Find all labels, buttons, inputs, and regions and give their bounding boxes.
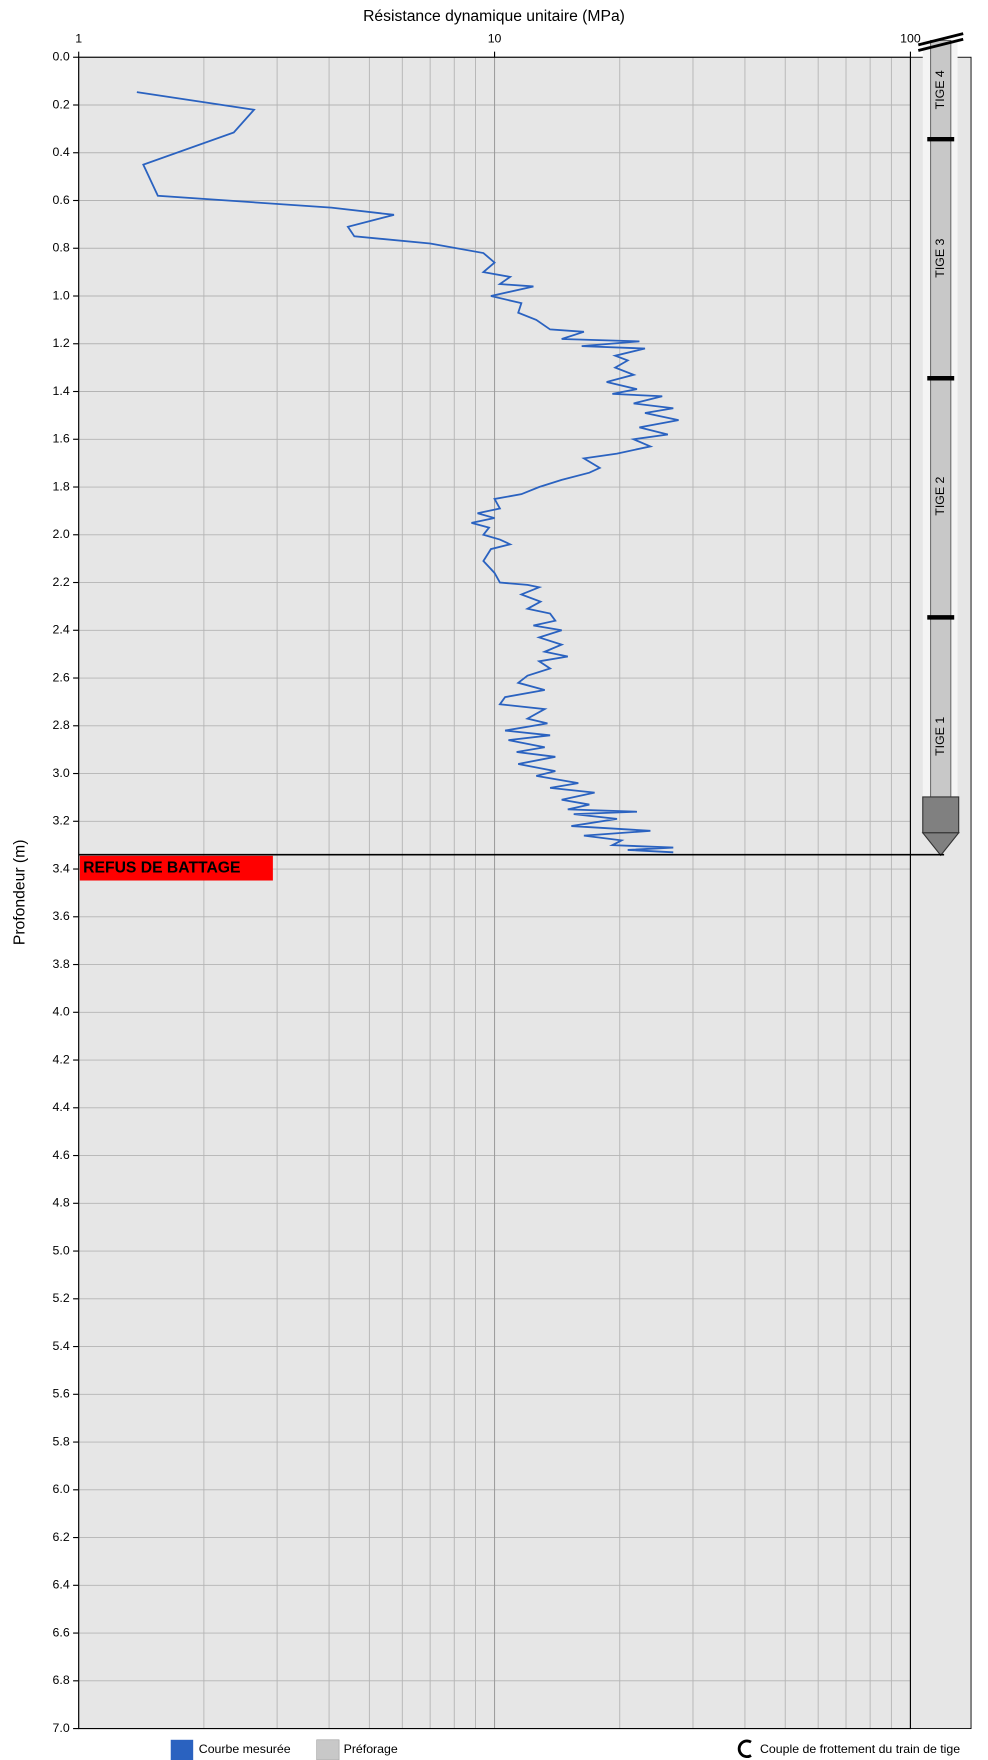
y-tick-label: 4.6 <box>53 1148 70 1162</box>
y-tick-label: 6.8 <box>53 1673 70 1687</box>
y-tick-label: 1.8 <box>53 479 70 493</box>
y-tick-label: 5.8 <box>53 1434 70 1448</box>
rod-diagram: TIGE 4 TIGE 3 TIGE 2 TIGE 1 <box>917 32 964 857</box>
friction-note: Couple de frottement du train de tige <box>760 1742 960 1756</box>
friction-icon <box>737 1739 752 1759</box>
cone-tip <box>921 832 960 857</box>
data-line <box>136 91 679 854</box>
legend: Courbe mesurée Préforage Couple de frott… <box>170 1739 960 1760</box>
y-tick-label: 1.0 <box>53 288 70 302</box>
legend-label: Courbe mesurée <box>199 1742 291 1756</box>
rod-label: TIGE 4 <box>933 70 947 109</box>
y-tick-label: 5.2 <box>53 1291 70 1305</box>
y-tick-label: 6.6 <box>53 1625 70 1639</box>
y-tick-label: 5.4 <box>53 1339 70 1353</box>
y-tick-label: 3.0 <box>53 766 70 780</box>
y-tick-label: 2.4 <box>53 623 70 637</box>
y-tick-label: 3.2 <box>53 814 70 828</box>
y-tick-label: 3.6 <box>53 909 70 923</box>
y-tick-label: 0.6 <box>53 193 70 207</box>
y-tick-label: 7.0 <box>53 1721 70 1735</box>
y-tick-label: 5.6 <box>53 1387 70 1401</box>
y-tick-label: 1.6 <box>53 432 70 446</box>
plot-frame <box>78 56 911 1730</box>
y-axis-title: Profondeur (m) <box>11 840 28 946</box>
legend-swatch <box>316 1739 340 1760</box>
refusal-label: REFUS DE BATTAGE <box>83 859 240 876</box>
y-tick-label: 1.2 <box>53 336 70 350</box>
legend-swatch <box>170 1739 194 1760</box>
y-tick-label: 3.8 <box>53 957 70 971</box>
x-tick-label: 100 <box>900 32 921 46</box>
rod-break <box>917 32 964 47</box>
y-tick-label: 2.8 <box>53 718 70 732</box>
y-tick-label: 4.2 <box>53 1052 70 1066</box>
y-tick-label: 5.0 <box>53 1243 70 1257</box>
y-tick-label: 2.0 <box>53 527 70 541</box>
x-tick-label: 10 <box>488 32 502 46</box>
y-tick-label: 6.0 <box>53 1482 70 1496</box>
legend-label: Préforage <box>344 1742 398 1756</box>
y-tick-label: 4.4 <box>53 1100 70 1114</box>
chart-title: Résistance dynamique unitaire (MPa) <box>363 8 625 25</box>
y-tick-label: 1.4 <box>53 384 70 398</box>
rod-label: TIGE 1 <box>933 717 947 756</box>
refusal-box <box>79 855 273 881</box>
y-tick-label: 4.8 <box>53 1196 70 1210</box>
rod-label: TIGE 3 <box>933 239 947 278</box>
y-tick-label: 0.0 <box>53 50 70 64</box>
cone <box>922 796 960 834</box>
y-tick-label: 3.4 <box>53 861 70 875</box>
rod <box>930 39 952 798</box>
y-tick-label: 6.4 <box>53 1578 70 1592</box>
y-tick-label: 0.4 <box>53 145 70 159</box>
y-tick-label: 4.0 <box>53 1005 70 1019</box>
y-tick-label: 0.2 <box>53 97 70 111</box>
rod-label: TIGE 2 <box>933 476 947 515</box>
y-tick-label: 2.6 <box>53 670 70 684</box>
x-tick-label: 1 <box>75 32 82 46</box>
rod-break <box>917 37 964 52</box>
y-tick-label: 2.2 <box>53 575 70 589</box>
y-tick-label: 0.8 <box>53 241 70 255</box>
y-tick-label: 6.2 <box>53 1530 70 1544</box>
grid <box>73 51 911 1730</box>
